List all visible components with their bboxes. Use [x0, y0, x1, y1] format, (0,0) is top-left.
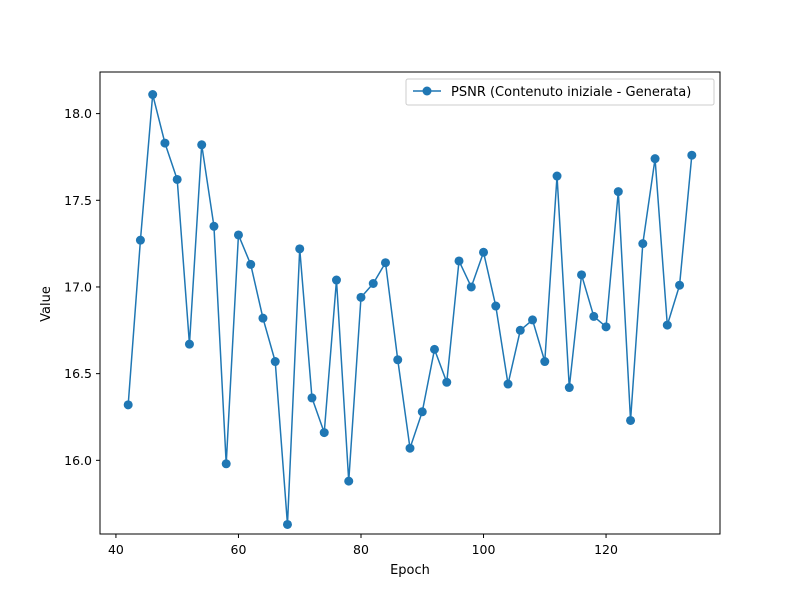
data-point [368, 278, 378, 288]
data-point [282, 519, 292, 529]
x-tick-label: 60 [231, 542, 247, 557]
plot-area [99, 71, 721, 535]
y-axis-title: Value [39, 286, 54, 322]
series-line [127, 93, 693, 526]
data-point [687, 150, 697, 160]
x-axis-title: Epoch [390, 563, 430, 578]
x-tick-label: 40 [108, 542, 124, 557]
legend: PSNR (Contenuto iniziale - Generata) [405, 78, 715, 106]
data-point [148, 90, 158, 100]
data-point [380, 258, 390, 268]
data-point [246, 259, 256, 269]
data-point [160, 138, 170, 148]
y-axis: 16.0 16.5 17.0 17.5 18.0 [64, 106, 100, 468]
data-point [540, 357, 550, 367]
data-point [638, 239, 648, 249]
data-point [233, 230, 243, 240]
data-point [270, 357, 280, 367]
y-tick-label: 16.5 [64, 366, 92, 381]
data-point [307, 393, 317, 403]
data-point [430, 344, 440, 354]
data-point [564, 383, 574, 393]
data-point [577, 270, 587, 280]
x-tick-label: 120 [594, 542, 618, 557]
data-point [650, 154, 660, 164]
data-point [197, 140, 207, 150]
data-point [454, 256, 464, 266]
data-point [172, 174, 182, 184]
data-point [258, 313, 268, 323]
legend-entry-label: PSNR (Contenuto iniziale - Generata) [451, 85, 691, 100]
x-tick-label: 100 [472, 542, 496, 557]
y-tick-label: 17.5 [64, 193, 92, 208]
data-point [319, 428, 329, 438]
data-point [221, 459, 231, 469]
data-point [466, 282, 476, 292]
data-point [503, 379, 513, 389]
data-point [393, 355, 403, 365]
data-point [626, 415, 636, 425]
data-point [135, 235, 145, 245]
data-point [613, 187, 623, 197]
y-tick-label: 18.0 [64, 106, 92, 121]
data-point [209, 221, 219, 231]
data-point [405, 443, 415, 453]
data-point [601, 322, 611, 332]
legend-marker-swatch [422, 86, 432, 96]
data-point [528, 315, 538, 325]
data-point [295, 244, 305, 254]
data-point [442, 377, 452, 387]
data-point [552, 171, 562, 181]
data-point [491, 301, 501, 311]
data-point [479, 247, 489, 257]
plot-frame [99, 71, 721, 535]
data-point [662, 320, 672, 330]
data-point [184, 339, 194, 349]
data-point [515, 325, 525, 335]
data-point [356, 292, 366, 302]
legend-box [405, 78, 715, 106]
data-point [331, 275, 341, 285]
data-point [675, 280, 685, 290]
y-tick-label: 17.0 [64, 279, 92, 294]
data-point [344, 476, 354, 486]
data-point [123, 400, 133, 410]
x-axis: 40 60 80 100 120 [108, 534, 618, 557]
y-tick-label: 16.0 [64, 453, 92, 468]
x-tick-label: 80 [353, 542, 369, 557]
data-point [417, 407, 427, 417]
data-point [589, 311, 599, 321]
